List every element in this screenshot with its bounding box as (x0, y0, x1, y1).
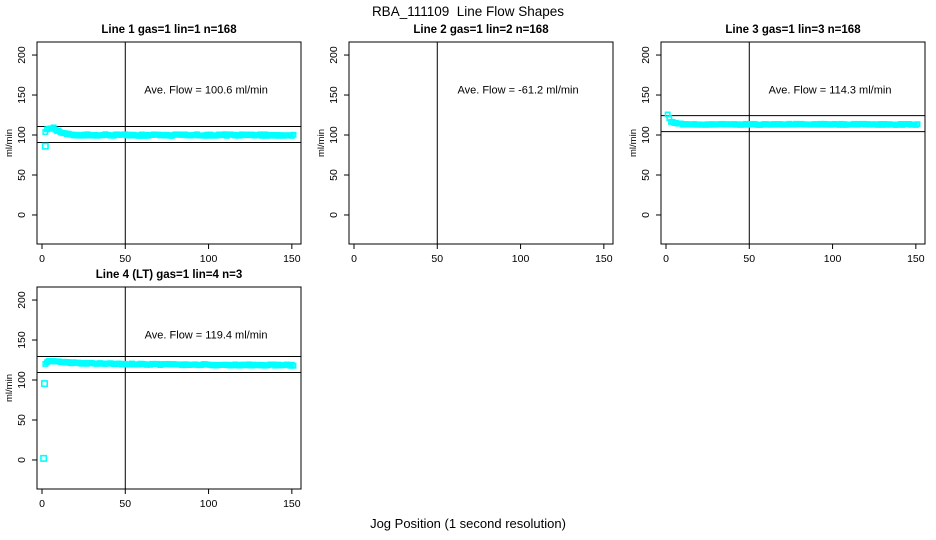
x-tick-label: 50 (743, 253, 755, 265)
x-tick-label: 0 (39, 498, 45, 510)
subplot-title: Line 3 gas=1 lin=3 n=168 (725, 24, 861, 36)
y-tick-label: 0 (640, 212, 652, 218)
y-tick-label: 0 (16, 457, 28, 463)
y-tick-label: 0 (328, 212, 340, 218)
x-tick-label: 150 (283, 498, 301, 510)
figure-xlabel: Jog Position (1 second resolution) (370, 516, 566, 531)
subplot-canvas-4: Line 4 (LT) gas=1 lin=4 n=3 0 50 100 150 0 50 1… (4, 269, 302, 510)
x-tick-label: 0 (351, 253, 357, 265)
y-tick-label: 50 (16, 414, 28, 426)
x-axis: 0 50 100 150 (39, 489, 301, 510)
y-tick-label: 150 (640, 86, 652, 104)
y-tick-label: 200 (640, 46, 652, 64)
y-axis-title: ml/min (628, 129, 639, 157)
plot-box (660, 41, 926, 245)
y-axis-title: ml/min (4, 374, 15, 402)
subplot-line-1: Line 1 gas=1 lin=1 n=168 0 50 100 150 0 50 100 1… (0, 0, 312, 270)
outlier-point (40, 454, 48, 462)
y-tick-label: 200 (328, 46, 340, 64)
y-tick-label: 50 (328, 169, 340, 181)
x-axis: 0 50 100 150 (663, 244, 925, 265)
figure-title: RBA_111109 Line Flow Shapes (371, 4, 565, 19)
data-points (41, 124, 297, 150)
y-axis: 0 50 100 150 200 (16, 291, 37, 463)
subplot-line-2: Line 2 gas=1 lin=2 n=168 0 50 100 150 0 50 100 1… (312, 0, 624, 270)
outlier-point (40, 380, 48, 388)
ave-flow-annotation: Ave. Flow = -61.2 ml/min (457, 84, 578, 96)
ave-flow-annotation: Ave. Flow = 114.3 ml/min (769, 84, 892, 96)
y-tick-label: 0 (16, 212, 28, 218)
y-axis-title: ml/min (4, 129, 15, 157)
y-tick-label: 100 (16, 371, 28, 389)
data-point (290, 362, 297, 369)
subplot-canvas-3: Line 3 gas=1 lin=3 n=168 0 50 100 150 0 50 100 1… (628, 24, 926, 265)
subplot-title: Line 2 gas=1 lin=2 n=168 (413, 24, 549, 36)
x-tick-label: 100 (200, 253, 218, 265)
x-tick-label: 0 (39, 253, 45, 265)
data-point (914, 121, 921, 128)
x-tick-label: 50 (431, 253, 443, 265)
subplot-canvas-2: Line 2 gas=1 lin=2 n=168 0 50 100 150 0 50 100 1… (316, 24, 614, 265)
subplot-title: Line 4 (LT) gas=1 lin=4 n=3 (96, 269, 242, 281)
subplot-canvas-1: Line 1 gas=1 lin=1 n=168 0 50 100 150 0 50 100 1… (4, 24, 302, 265)
x-tick-label: 100 (512, 253, 530, 265)
x-axis: 0 50 100 150 (39, 244, 301, 265)
y-tick-label: 150 (328, 86, 340, 104)
subplot-title: Line 1 gas=1 lin=1 n=168 (101, 24, 237, 36)
x-axis: 0 50 100 150 (351, 244, 613, 265)
reference-lines (661, 115, 925, 133)
subplot-line-3: Line 3 gas=1 lin=3 n=168 0 50 100 150 0 50 100 1… (624, 0, 936, 270)
x-tick-label: 150 (283, 253, 301, 265)
x-tick-label: 50 (119, 498, 131, 510)
ave-flow-annotation: Ave. Flow = 119.4 ml/min (145, 329, 268, 341)
x-tick-label: 100 (824, 253, 842, 265)
plot-box (36, 286, 302, 490)
y-tick-label: 150 (16, 86, 28, 104)
ave-flow-annotation: Ave. Flow = 100.6 ml/min (144, 84, 268, 96)
x-tick-label: 150 (907, 253, 925, 265)
y-axis: 0 50 100 150 200 (640, 46, 661, 218)
y-tick-label: 50 (16, 169, 28, 181)
y-axis: 0 50 100 150 200 (16, 46, 37, 218)
outlier-point (41, 142, 49, 150)
y-tick-label: 100 (640, 126, 652, 144)
x-tick-label: 50 (119, 253, 131, 265)
data-points (40, 358, 297, 462)
x-tick-label: 0 (663, 253, 669, 265)
y-tick-label: 200 (16, 46, 28, 64)
x-tick-label: 150 (595, 253, 613, 265)
reference-lines (37, 126, 301, 144)
data-point (290, 131, 297, 138)
x-tick-label: 100 (200, 498, 218, 510)
subplot-line-4: Line 4 (LT) gas=1 lin=4 n=3 0 50 100 150 0 50 1… (0, 245, 312, 515)
y-tick-label: 100 (328, 126, 340, 144)
plot-box (348, 41, 614, 245)
y-axis-title: ml/min (316, 129, 327, 157)
y-tick-label: 100 (16, 126, 28, 144)
reference-lines (37, 355, 301, 373)
y-tick-label: 150 (16, 331, 28, 349)
y-tick-label: 200 (16, 291, 28, 309)
y-axis: 0 50 100 150 200 (328, 46, 349, 218)
y-tick-label: 50 (640, 169, 652, 181)
data-points (664, 111, 921, 128)
